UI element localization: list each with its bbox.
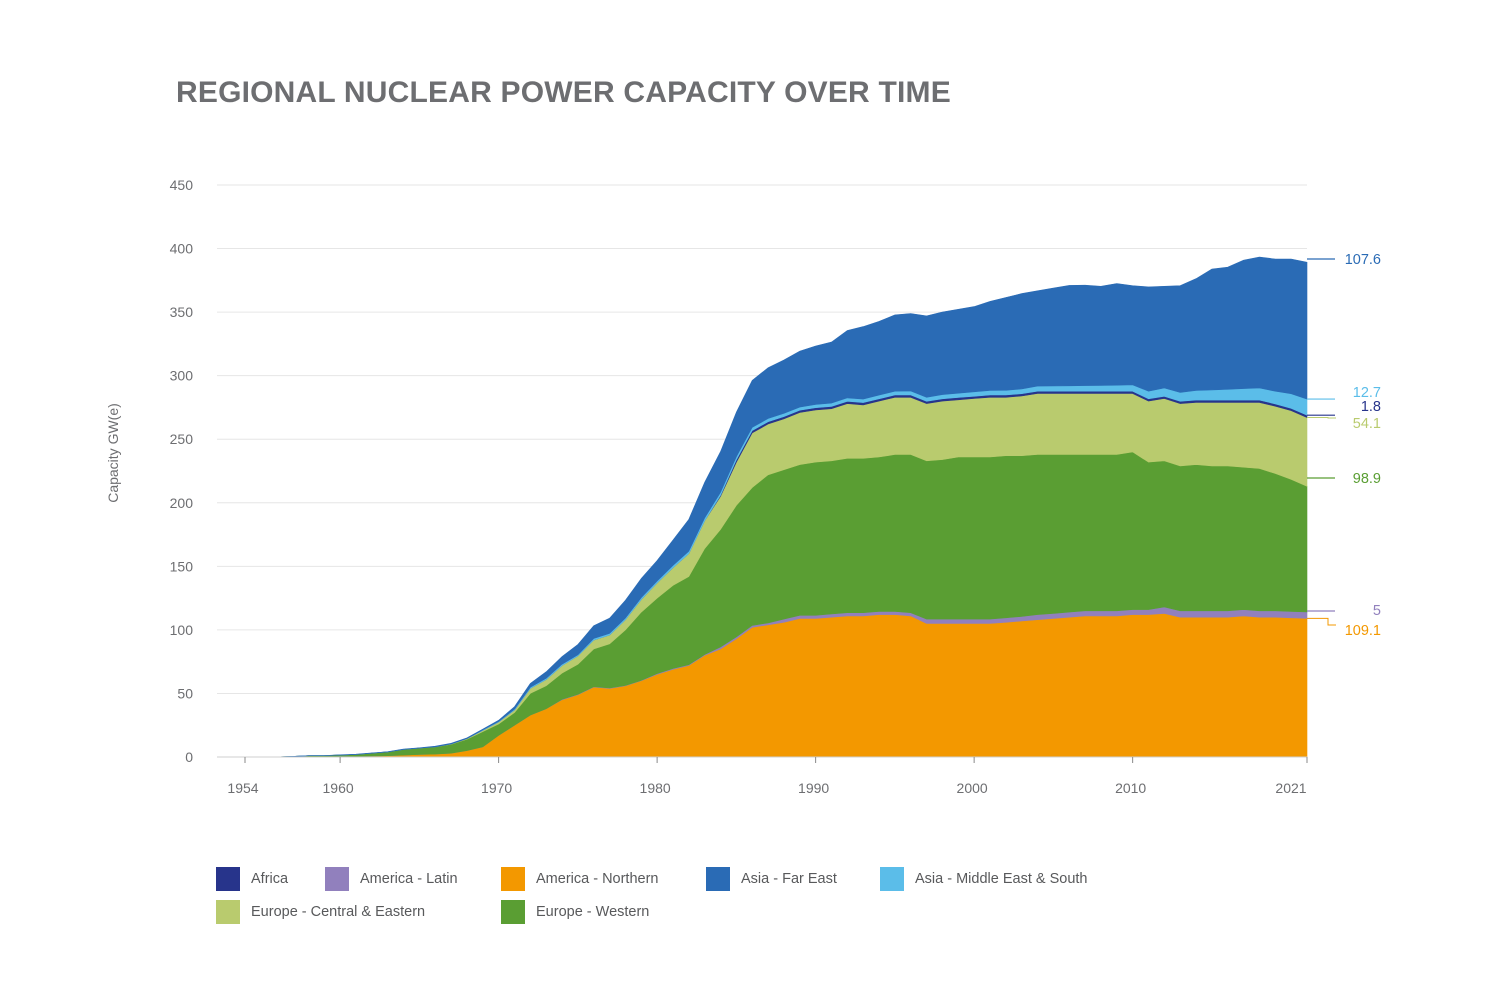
leader-line (1307, 617, 1336, 626)
x-tick-label: 1970 (481, 780, 512, 796)
x-tick-label: 1990 (798, 780, 829, 796)
y-tick-label: 450 (170, 177, 194, 193)
legend-swatch (501, 900, 525, 924)
legend-item-europe-central-eastern[interactable]: Europe - Central & Eastern (216, 900, 425, 924)
chart-title: REGIONAL NUCLEAR POWER CAPACITY OVER TIM… (176, 76, 951, 109)
y-tick-label: 250 (170, 431, 194, 447)
legend-label: America - Latin (360, 871, 458, 887)
legend-swatch (216, 867, 240, 891)
end-label-asia-far-east: 107.6 (1345, 252, 1381, 268)
end-label-europe-western: 98.9 (1353, 471, 1381, 487)
legend-swatch (216, 900, 240, 924)
y-tick-label: 200 (170, 495, 194, 511)
legend-item-america-latin[interactable]: America - Latin (325, 867, 458, 891)
x-tick-label: 1954 (227, 780, 258, 796)
area-asia-far-east[interactable] (245, 256, 1308, 758)
axes: 0 50 100 150 200 250 300 350 400 450 1954 1960 1970 1… (170, 177, 1308, 796)
x-tick-label: 1960 (323, 780, 354, 796)
legend-label: Europe - Western (536, 904, 650, 920)
legend-swatch (880, 867, 904, 891)
legend-label: Africa (251, 871, 289, 887)
end-label-africa: 1.8 (1361, 399, 1381, 415)
end-label-asia-middle-east-south: 12.7 (1353, 385, 1381, 401)
legend-label: Asia - Middle East & South (915, 871, 1088, 887)
area-america-northern[interactable] (245, 613, 1308, 758)
legend-label: America - Northern (536, 871, 659, 887)
area-layers (245, 256, 1308, 758)
legend-item-europe-western[interactable]: Europe - Western (501, 900, 649, 924)
legend-label: Asia - Far East (741, 871, 837, 887)
legend-item-asia-far-east[interactable]: Asia - Far East (706, 867, 837, 891)
y-tick-label: 300 (170, 368, 194, 384)
y-tick-label: 150 (170, 558, 194, 574)
legend-label: Europe - Central & Eastern (251, 904, 426, 920)
y-tick-label: 0 (185, 749, 193, 765)
legend-swatch (325, 867, 349, 891)
y-tick-label: 100 (170, 622, 194, 638)
y-tick-label: 350 (170, 304, 194, 320)
legend-item-america-northern[interactable]: America - Northern (501, 867, 658, 891)
x-tick-label: 1980 (640, 780, 671, 796)
end-label-america-latin: 5 (1373, 603, 1381, 619)
legend-item-africa[interactable]: Africa (216, 867, 288, 891)
y-axis-title: Capacity GW(e) (105, 403, 121, 503)
end-label-europe-central-eastern: 54.1 (1353, 416, 1381, 432)
leader-line (1307, 416, 1336, 419)
end-label-america-northern: 109.1 (1345, 623, 1381, 639)
legend-swatch (501, 867, 525, 891)
x-tick-label: 2000 (957, 780, 988, 796)
y-tick-label: 400 (170, 241, 194, 257)
x-tick-label: 2010 (1115, 780, 1146, 796)
y-tick-label: 50 (177, 685, 193, 701)
legend-swatch (706, 867, 730, 891)
x-tick-label: 2021 (1275, 780, 1306, 796)
end-value-labels: 109.1 5 98.9 54.11.812.7 107.6 (1307, 252, 1381, 639)
legend-item-asia-middle-east-south[interactable]: Asia - Middle East & South (880, 867, 1087, 891)
